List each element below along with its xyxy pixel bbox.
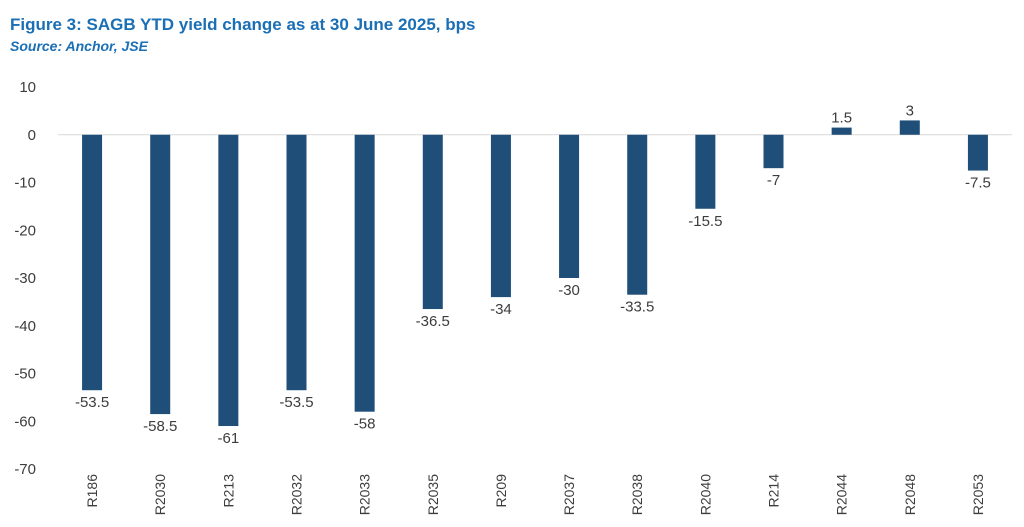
x-tick-label: R2035 (425, 474, 441, 515)
y-tick-label: -40 (14, 318, 36, 335)
x-tick-label: R2044 (834, 474, 850, 515)
x-tick-label: R2053 (970, 474, 986, 515)
x-tick-label: R186 (84, 474, 100, 508)
bars (82, 120, 988, 427)
bar (831, 127, 852, 135)
bar (422, 134, 443, 310)
bar (490, 134, 511, 298)
bar (286, 134, 307, 391)
bar (627, 134, 648, 295)
x-tick-label: R2033 (357, 474, 373, 515)
chart-title: Figure 3: SAGB YTD yield change as at 30… (10, 15, 476, 34)
chart-source: Source: Anchor, JSE (10, 38, 148, 54)
y-tick-label: -50 (14, 366, 36, 383)
y-axis: 10 0 -10 -20 -30 -40 -50 -60 -70 (14, 79, 1012, 478)
x-tick-label: R209 (493, 474, 509, 508)
bar (559, 134, 580, 278)
bar (899, 120, 920, 135)
data-label: 3 (906, 102, 914, 119)
y-tick-label: -60 (14, 413, 36, 430)
x-tick-label: R213 (220, 474, 236, 508)
data-label: -58 (354, 416, 376, 433)
data-label: -34 (490, 301, 512, 318)
data-label: -58.5 (143, 418, 177, 435)
data-label: -7 (767, 172, 780, 189)
x-axis: R186 R2030 R213 R2032 R2033 R2035 R209 R2037 R20… (84, 474, 986, 515)
y-tick-label: -70 (14, 461, 36, 478)
x-tick-label: R2037 (561, 474, 577, 515)
data-label: -30 (558, 282, 580, 299)
data-label: -61 (218, 430, 240, 447)
x-tick-label: R214 (766, 474, 782, 508)
y-tick-label: -30 (14, 270, 36, 287)
y-tick-label: 10 (19, 79, 36, 96)
y-tick-label: 0 (28, 127, 36, 144)
x-tick-label: R2048 (902, 474, 918, 515)
bar (695, 134, 716, 209)
data-label: -53.5 (279, 394, 313, 411)
x-tick-label: R2032 (289, 474, 305, 515)
bar (763, 134, 784, 169)
x-tick-label: R2040 (697, 474, 713, 515)
y-tick-label: -10 (14, 175, 36, 192)
data-labels: -53.5 -58.5 -61 -53.5 -58 -36.5 -34 -30 -33.5 -15… (75, 102, 991, 447)
data-label: -15.5 (688, 213, 722, 230)
data-label: -7.5 (965, 175, 991, 192)
bar (967, 134, 988, 171)
bar (218, 134, 239, 427)
bar (150, 134, 171, 415)
y-tick-label: -20 (14, 222, 36, 239)
data-label: -36.5 (416, 313, 450, 330)
bar (354, 134, 375, 412)
x-tick-label: R2038 (629, 474, 645, 515)
x-tick-label: R2030 (152, 474, 168, 515)
data-label: 1.5 (831, 110, 852, 127)
bar (82, 134, 103, 391)
data-label: -53.5 (75, 394, 109, 411)
data-label: -33.5 (620, 299, 654, 316)
